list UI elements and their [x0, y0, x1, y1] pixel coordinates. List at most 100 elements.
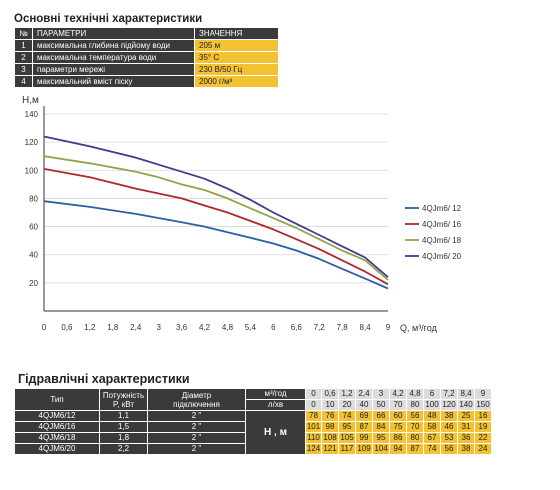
- hyd-h-cell: 56: [406, 410, 424, 422]
- hyd-h-cell: 48: [423, 410, 441, 422]
- spec-row-value: 230 В/50 Гц: [194, 63, 279, 76]
- hyd-h-cell: 22: [474, 432, 492, 444]
- hyd-q-m3h-cell: 3: [372, 388, 390, 400]
- spec-row-n: 2: [14, 51, 33, 64]
- hyd-q-m3h-cell: 4,8: [406, 388, 424, 400]
- hyd-col-type: Тип: [14, 388, 100, 411]
- hyd-h-cell: 66: [372, 410, 390, 422]
- hyd-h-cell: 95: [338, 421, 356, 433]
- hyd-model-row: 4QJM6/12 1,1 2 " Н , м 78 76 74 69 66 60 56 48 38 25 1…: [14, 410, 492, 455]
- x-tick-label: 3: [156, 323, 161, 332]
- hyd-h-cell: 31: [457, 421, 475, 433]
- hyd-model-diam: 2 ": [147, 410, 246, 422]
- x-tick-label: 1,8: [107, 323, 119, 332]
- hyd-h-cell: 36: [457, 432, 475, 444]
- hyd-h-cell: 25: [457, 410, 475, 422]
- hyd-h-cell: 67: [423, 432, 441, 444]
- spec-row-value: 35° C: [194, 51, 279, 64]
- spec-row: 2 максимальна температура води 35° C: [14, 51, 279, 64]
- hyd-h-cell: 24: [474, 443, 492, 455]
- hyd-h-cell: 117: [338, 443, 356, 455]
- hyd-model-diam: 2 ": [147, 443, 246, 455]
- hyd-h-cell: 121: [321, 443, 339, 455]
- hyd-q-lmin-cell: 70: [389, 399, 407, 411]
- hyd-q-m3h-cell: 7,2: [440, 388, 458, 400]
- hyd-h-cell: 78: [305, 410, 322, 422]
- x-tick-label: 7,2: [314, 323, 326, 332]
- series-line: [43, 168, 389, 286]
- spec-row-param: максимальний вміст піску: [32, 75, 195, 88]
- x-tick-label: 7,8: [337, 323, 349, 332]
- x-tick-label: 2,4: [130, 323, 142, 332]
- spec-row-param: максимальна глибина підйому води: [32, 39, 195, 52]
- y-tick-label: 140: [25, 110, 39, 119]
- x-tick-label: 5,4: [245, 323, 257, 332]
- hyd-h-cell: 70: [406, 421, 424, 433]
- spec-table: № ПАРАМЕТРИ ЗНАЧЕННЯ 1 максимальна глиби…: [14, 27, 279, 88]
- hyd-h-cell: 87: [355, 421, 373, 433]
- hyd-col-diam-a: Діаметр: [181, 390, 212, 400]
- hyd-q-lmin-cell: 50: [372, 399, 390, 411]
- x-axis-label: Q, м³/год: [400, 323, 438, 333]
- spec-header-row: № ПАРАМЕТРИ ЗНАЧЕННЯ: [14, 27, 279, 40]
- hyd-h-cell: 108: [321, 432, 339, 444]
- spec-row-n: 3: [14, 63, 33, 76]
- hyd-h-cell: 87: [406, 443, 424, 455]
- hyd-q-lmin-cell: 0: [305, 399, 322, 411]
- hyd-h-cell: 98: [321, 421, 339, 433]
- x-tick-label: 0,6: [61, 323, 73, 332]
- hyd-q-m3h-cell: 6: [423, 388, 441, 400]
- hyd-header-row-2: л/хв 0 10 20 40 50 70 80 100 120 140 150: [15, 399, 492, 411]
- hyd-model-type: 4QJM6/12: [14, 410, 100, 422]
- hyd-header-row-1: Тип Потужність P, кВт Діаметр підключенн…: [14, 388, 492, 411]
- spec-row-value: 205 м: [194, 39, 279, 52]
- hyd-model-power: 1,1: [99, 410, 148, 422]
- spec-title: Основні технічні характеристики: [14, 13, 203, 25]
- hyd-q-m3h-cell: 9: [474, 388, 492, 400]
- hyd-h-cell: 60: [389, 410, 407, 422]
- hyd-model-power: 1,5: [99, 421, 148, 433]
- hyd-h-cell: 86: [389, 432, 407, 444]
- hyd-col-power-a: Потужність: [102, 390, 145, 400]
- hyd-q-lmin-cell: 120: [440, 399, 458, 411]
- hyd-h-cell: 19: [474, 421, 492, 433]
- hyd-h-cell: 94: [389, 443, 407, 455]
- y-tick-label: 20: [29, 279, 38, 288]
- hyd-q-lmin-cell: 20: [338, 399, 356, 411]
- spec-row-value: 2000 г/м³: [194, 75, 279, 88]
- spec-row-n: 1: [14, 39, 33, 52]
- hyd-h-cell: 74: [423, 443, 441, 455]
- hyd-h-cell: 104: [372, 443, 390, 455]
- hyd-model-row: 4QJM6/18 1,8 2 " 110 108 105 99 95 86 80 67 53 36 22: [14, 432, 492, 444]
- hyd-model-power: 2,2: [99, 443, 148, 455]
- hyd-q-lmin-cell: 150: [474, 399, 492, 411]
- spec-row-n: 4: [14, 75, 33, 88]
- performance-chart: 20 40 60 80 100 120 140 0 0,6 1,2 1,8 2,4 3 3,6 4,2 4,8…: [22, 95, 462, 333]
- hyd-h-cell: 95: [372, 432, 390, 444]
- hyd-q-lmin-cell: 10: [321, 399, 339, 411]
- hyd-q-m3h-cell: 4,2: [389, 388, 407, 400]
- legend-label: 4QJm6/ 20: [422, 252, 462, 261]
- hyd-title: Гідравлічні характеристики: [18, 372, 190, 386]
- hyd-h-cell: 109: [355, 443, 373, 455]
- hyd-q-lmin-cell: 40: [355, 399, 373, 411]
- x-tick-label: 1,2: [84, 323, 96, 332]
- hyd-unit-h: Н , м: [245, 410, 306, 455]
- spec-header-n: №: [14, 27, 33, 40]
- hyd-model-type: 4QJM6/20: [14, 443, 100, 455]
- x-tick-label: 4,8: [222, 323, 234, 332]
- y-tick-label: 60: [29, 223, 38, 232]
- x-tick-label: 3,6: [176, 323, 188, 332]
- hyd-table: Тип Потужність P, кВт Діаметр підключенн…: [14, 388, 492, 455]
- legend-label: 4QJm6/ 16: [422, 220, 462, 229]
- spec-row-param: максимальна температура води: [32, 51, 195, 64]
- hyd-h-cell: 101: [305, 421, 322, 433]
- hyd-model-type: 4QJM6/18: [14, 432, 100, 444]
- y-tick-label: 100: [25, 166, 39, 175]
- hyd-h-cell: 69: [355, 410, 373, 422]
- y-tick-label: 120: [25, 138, 39, 147]
- hyd-q-m3h-cell: 2,4: [355, 388, 373, 400]
- series-line: [43, 135, 389, 278]
- x-tick-label: 9: [386, 323, 391, 332]
- hyd-model-row: 4QJM6/20 2,2 2 " 124 121 117 109 104 94 87 74 56 38 2…: [14, 443, 492, 455]
